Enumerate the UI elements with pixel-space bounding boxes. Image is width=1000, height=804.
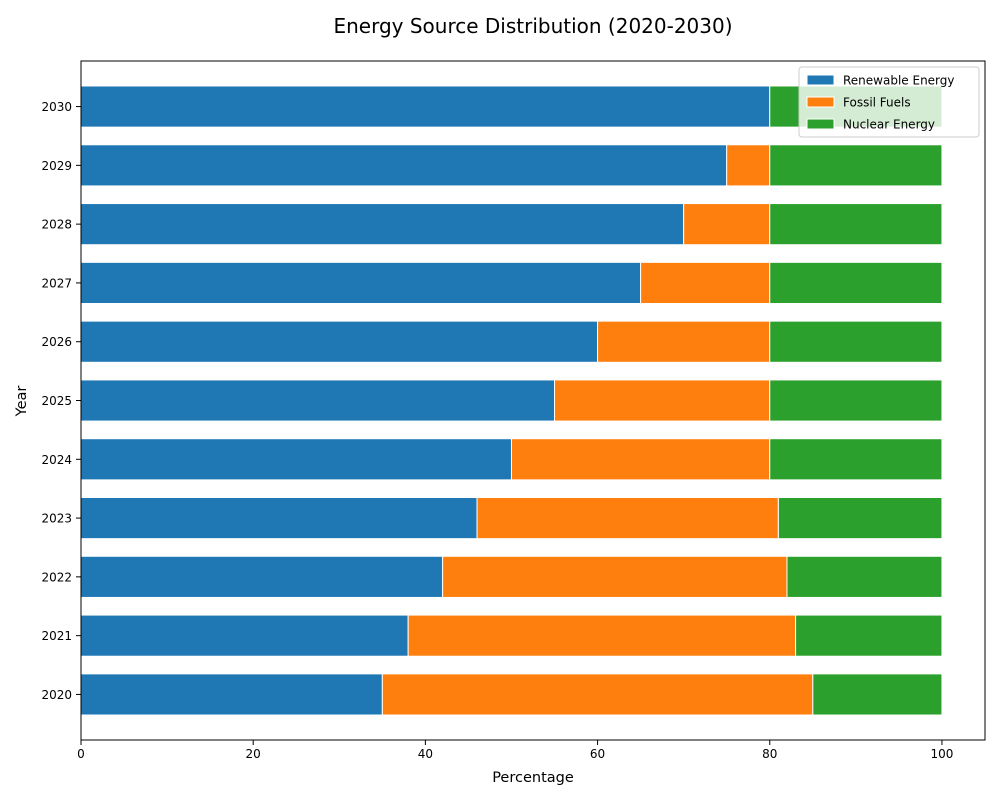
- bar-nuclear-energy-2021: [795, 614, 943, 657]
- y-tick-label-2027: 2027: [41, 276, 72, 290]
- x-tick-label-100: 100: [930, 747, 953, 761]
- bar-fossil-fuels-2024: [510, 438, 771, 481]
- chart-title: Energy Source Distribution (2020-2030): [333, 14, 732, 38]
- bar-nuclear-energy-2028: [769, 203, 943, 246]
- x-tick-label-40: 40: [418, 747, 433, 761]
- x-tick-label-20: 20: [246, 747, 261, 761]
- bar-renewable-energy-2021: [80, 614, 409, 657]
- bar-nuclear-energy-2020: [812, 673, 943, 716]
- legend-swatch-renewable-energy: [806, 74, 835, 86]
- legend-box: [798, 66, 980, 138]
- bar-renewable-energy-2022: [80, 555, 444, 598]
- bar-renewable-energy-2025: [80, 379, 556, 422]
- y-tick-label-2028: 2028: [41, 218, 72, 232]
- bar-fossil-fuels-2025: [554, 379, 771, 422]
- x-tick-label-80: 80: [762, 747, 777, 761]
- bar-nuclear-energy-2022: [786, 555, 943, 598]
- bar-nuclear-energy-2024: [769, 438, 943, 481]
- x-tick-label-60: 60: [590, 747, 605, 761]
- y-tick-label-2024: 2024: [41, 453, 72, 467]
- bar-nuclear-energy-2025: [769, 379, 943, 422]
- bar-fossil-fuels-2029: [726, 144, 771, 187]
- legend-swatch-fossil-fuels: [806, 96, 835, 108]
- bar-renewable-energy-2028: [80, 203, 685, 246]
- bar-renewable-energy-2023: [80, 497, 478, 540]
- bar-renewable-energy-2026: [80, 320, 599, 363]
- bar-nuclear-energy-2023: [777, 497, 943, 540]
- y-tick-label-2026: 2026: [41, 335, 72, 349]
- legend-label-fossil-fuels: Fossil Fuels: [843, 96, 911, 110]
- x-tick-label-0: 0: [77, 747, 85, 761]
- y-tick-label-2025: 2025: [41, 394, 72, 408]
- y-tick-label-2023: 2023: [41, 512, 72, 526]
- y-tick-label-2022: 2022: [41, 570, 72, 584]
- bar-renewable-energy-2020: [80, 673, 383, 716]
- bar-renewable-energy-2027: [80, 261, 642, 304]
- bar-fossil-fuels-2020: [381, 673, 814, 716]
- bar-fossil-fuels-2027: [640, 261, 771, 304]
- y-tick-label-2020: 2020: [41, 688, 72, 702]
- x-axis-label: Percentage: [492, 770, 574, 786]
- legend-label-renewable-energy: Renewable Energy: [843, 74, 955, 88]
- bar-fossil-fuels-2026: [597, 320, 771, 363]
- bar-nuclear-energy-2029: [769, 144, 943, 187]
- bars-layer: [80, 85, 943, 716]
- legend: Renewable Energy Fossil Fuels Nuclear Ener…: [798, 66, 980, 138]
- bar-renewable-energy-2029: [80, 144, 728, 187]
- bar-fossil-fuels-2023: [476, 497, 779, 540]
- y-tick-label-2030: 2030: [41, 100, 72, 114]
- bar-renewable-energy-2030: [80, 85, 771, 128]
- legend-label-nuclear-energy: Nuclear Energy: [843, 118, 935, 132]
- bar-renewable-energy-2024: [80, 438, 512, 481]
- legend-swatch-nuclear-energy: [806, 118, 835, 130]
- y-axis-label: Year: [14, 386, 30, 418]
- bar-fossil-fuels-2021: [407, 614, 797, 657]
- y-tick-label-2021: 2021: [41, 629, 72, 643]
- bar-fossil-fuels-2028: [683, 203, 771, 246]
- y-tick-label-2029: 2029: [41, 159, 72, 173]
- bar-nuclear-energy-2027: [769, 261, 943, 304]
- bar-nuclear-energy-2026: [769, 320, 943, 363]
- axes-layer: 0 20 40 60 80 100 2020 2021 2022 2023 2024 2025 2026…: [41, 60, 986, 761]
- bar-fossil-fuels-2022: [442, 555, 788, 598]
